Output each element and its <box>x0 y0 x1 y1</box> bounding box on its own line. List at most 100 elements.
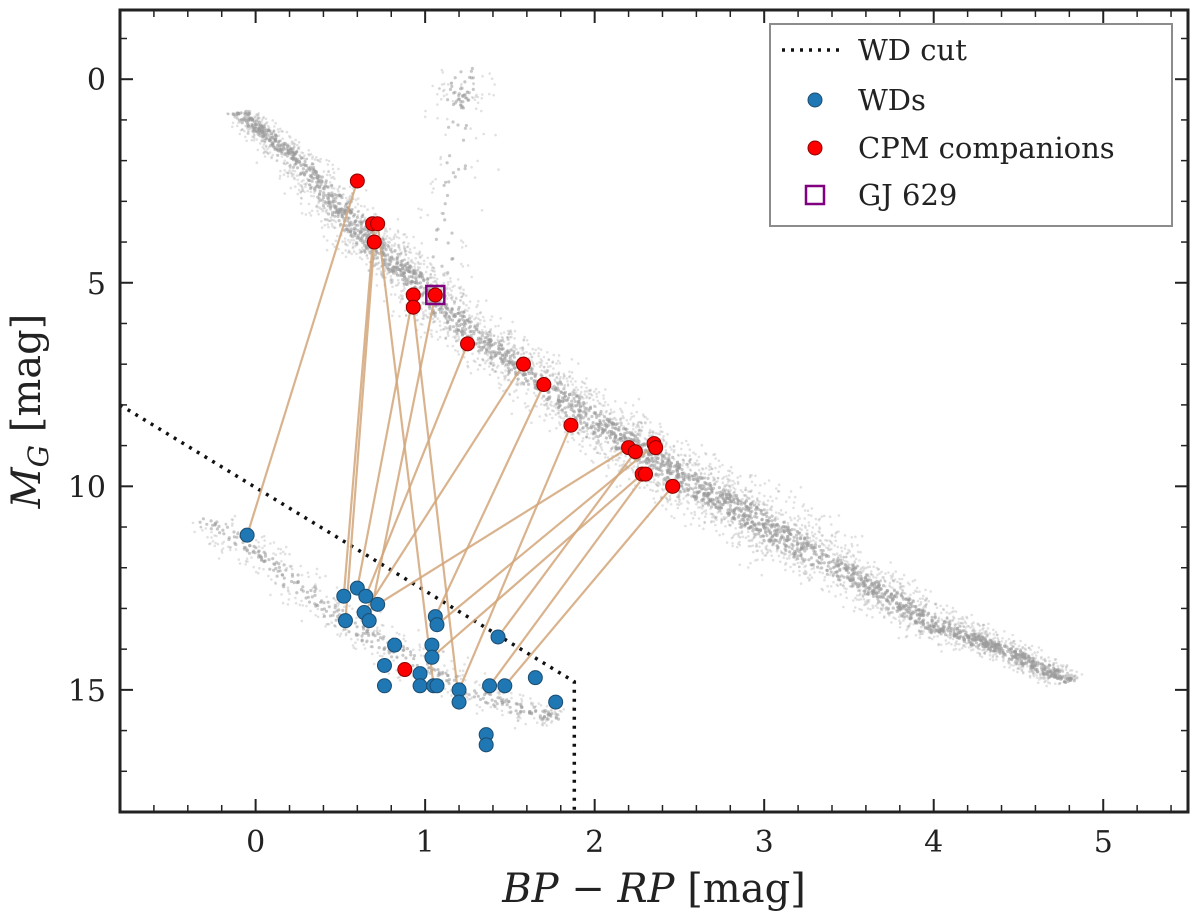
background-star <box>450 296 454 300</box>
background-star <box>983 651 986 655</box>
background-star <box>631 424 635 427</box>
background-star <box>783 553 786 556</box>
background-star <box>933 631 937 634</box>
background-star <box>937 643 940 647</box>
background-star <box>656 481 659 484</box>
background-star <box>728 504 733 508</box>
background-star <box>755 542 758 546</box>
background-star <box>508 357 512 361</box>
background-star <box>810 567 813 571</box>
background-star <box>312 176 316 180</box>
background-star <box>542 394 546 398</box>
background-star <box>444 336 448 340</box>
background-star <box>668 494 672 498</box>
background-star <box>503 375 506 378</box>
background-star <box>866 599 869 602</box>
background-star <box>496 364 500 368</box>
background-star <box>937 642 940 646</box>
background-star <box>957 621 960 624</box>
background-star <box>571 414 576 418</box>
background-star <box>958 625 961 628</box>
background-star <box>538 415 541 418</box>
background-star <box>896 608 901 612</box>
background-star <box>455 332 459 336</box>
background-star <box>973 629 977 633</box>
background-star <box>988 654 992 657</box>
background-star <box>830 534 834 538</box>
background-star <box>547 390 551 394</box>
background-star <box>817 544 822 549</box>
background-star <box>731 521 735 525</box>
background-star <box>330 222 334 226</box>
background-star <box>325 208 329 212</box>
background-star <box>1004 654 1008 657</box>
background-star <box>319 207 323 211</box>
background-star <box>510 335 513 339</box>
background-star <box>876 573 879 577</box>
background-star <box>260 118 264 122</box>
background-star <box>692 495 696 499</box>
background-star <box>384 258 388 262</box>
background-star <box>741 507 745 511</box>
background-star <box>744 494 747 497</box>
background-star <box>626 428 629 431</box>
background-star <box>883 592 887 596</box>
background-star <box>472 359 476 363</box>
background-star <box>308 186 313 190</box>
background-star <box>1029 667 1032 671</box>
background-star <box>433 270 436 273</box>
background-star <box>807 513 810 517</box>
background-star <box>930 620 934 624</box>
background-star <box>977 647 980 650</box>
background-star <box>845 587 848 591</box>
background-star <box>906 626 910 630</box>
background-star <box>676 453 680 457</box>
background-star <box>462 324 466 328</box>
background-star <box>776 489 780 493</box>
background-star <box>414 272 418 276</box>
background-star <box>507 373 510 376</box>
background-star <box>1012 645 1015 649</box>
background-star <box>924 603 928 607</box>
background-star <box>263 124 267 127</box>
background-star <box>707 501 711 505</box>
background-star <box>835 552 839 555</box>
background-star <box>593 405 596 409</box>
background-star <box>777 540 782 545</box>
background-star <box>691 487 695 491</box>
background-star <box>453 312 457 317</box>
background-star <box>737 508 741 512</box>
background-star <box>346 219 350 223</box>
background-star <box>772 538 777 542</box>
background-star <box>672 444 676 448</box>
background-star <box>843 547 847 550</box>
background-star <box>976 645 980 648</box>
background-star <box>739 489 743 492</box>
background-star <box>297 147 301 151</box>
background-star <box>612 410 616 414</box>
background-star <box>851 578 856 582</box>
background-star <box>759 535 763 539</box>
background-star <box>801 562 804 566</box>
background-star <box>808 573 812 577</box>
background-star <box>898 622 902 625</box>
background-star <box>485 299 488 302</box>
background-star <box>1031 671 1035 675</box>
background-star <box>918 590 921 593</box>
background-star <box>659 430 662 433</box>
background-star <box>803 509 807 512</box>
background-star <box>256 148 260 152</box>
background-star <box>753 515 757 519</box>
background-star <box>522 338 526 341</box>
background-star <box>1031 653 1034 656</box>
background-star <box>559 390 563 394</box>
background-star <box>976 651 979 654</box>
background-star <box>246 132 249 135</box>
background-star <box>581 426 585 430</box>
background-star <box>649 480 653 484</box>
background-star <box>632 427 635 431</box>
background-star <box>490 357 494 361</box>
background-star <box>934 621 938 625</box>
background-star <box>563 406 567 410</box>
background-star <box>416 268 420 272</box>
